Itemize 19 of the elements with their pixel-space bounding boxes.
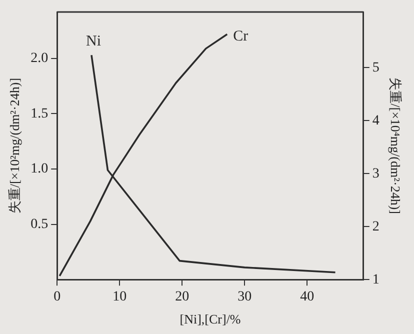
y2-tick-label: 5: [372, 60, 380, 76]
y-tick-label: 1.5: [30, 106, 48, 122]
y-tick-label: 0.5: [30, 216, 48, 232]
y2-tick-label: 4: [372, 113, 380, 128]
y-tick-label: 2.0: [30, 51, 48, 66]
y2-axis-title: 失重/[×10⁴mg/(dm²·24h)]: [388, 78, 403, 214]
x-axis-title: [Ni],[Cr]/%: [180, 312, 241, 327]
x-tick-label: 0: [54, 290, 61, 305]
series-label: Ni: [86, 34, 101, 50]
x-tick-label: 30: [238, 290, 252, 305]
series-label: Cr: [233, 28, 248, 45]
y-tick-label: 1.0: [30, 162, 48, 177]
y2-tick-label: 3: [372, 166, 380, 182]
x-tick-label: 40: [300, 290, 314, 305]
x-tick-label: 20: [175, 290, 190, 305]
x-tick-label: 10: [112, 290, 127, 305]
y2-tick-label: 2: [372, 219, 380, 234]
y-axis-title: 失重/[×10²mg/(dm²·24h)]: [7, 78, 22, 214]
y2-tick-label: 1: [372, 272, 380, 288]
